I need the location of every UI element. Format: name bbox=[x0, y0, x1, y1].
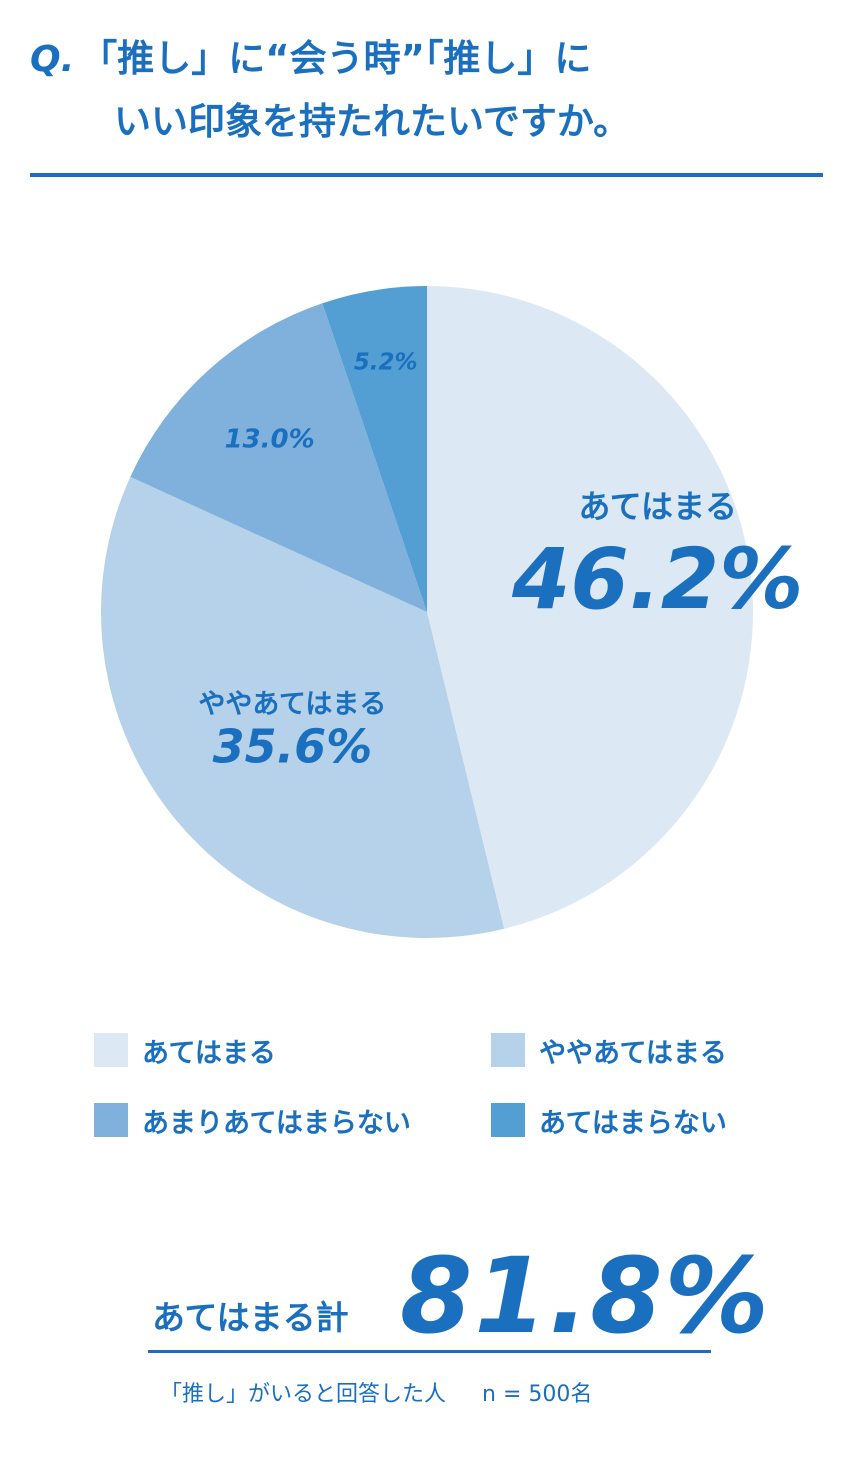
legend-swatch-2 bbox=[491, 1033, 525, 1067]
total-value: 81.8% bbox=[400, 1235, 771, 1357]
slice-value-label-3: 13.0% bbox=[224, 424, 314, 454]
slice-value-label-1: 46.2% bbox=[511, 530, 803, 628]
title-line-1: Q. 「推し」に“会う時”「推し」に bbox=[30, 32, 830, 87]
title-line-2: いい印象を持たれたいですか。 bbox=[114, 100, 631, 143]
legend-swatch-3 bbox=[94, 1103, 128, 1137]
respondents-note: 「推し」がいると回答した人 bbox=[160, 1382, 447, 1407]
legend-label-3: あまりあてはまらない bbox=[142, 1107, 411, 1139]
legend-label-1: あてはまる bbox=[142, 1037, 276, 1069]
legend-item-4: あてはまらない bbox=[491, 1100, 727, 1140]
legend-swatch-4 bbox=[491, 1103, 525, 1137]
legend-item-2: ややあてはまる bbox=[491, 1030, 727, 1070]
slice-name-label-1: あてはまる bbox=[578, 487, 737, 525]
title-underline bbox=[30, 173, 823, 177]
total-summary: あてはまる計 81.8% bbox=[152, 1235, 769, 1357]
legend-item-3: あまりあてはまらない bbox=[94, 1100, 411, 1140]
pie-slice-3 bbox=[130, 303, 427, 612]
sample-size: n = 500名 bbox=[482, 1382, 593, 1407]
chart-title: Q. 「推し」に“会う時”「推し」に いい印象を持たれたいですか。 bbox=[30, 32, 830, 149]
pie-slice-1 bbox=[427, 286, 753, 929]
total-label: あてはまる計 bbox=[152, 1298, 349, 1337]
slice-value-label-4: 5.2% bbox=[354, 349, 418, 375]
slice-name-label-2: ややあてはまる bbox=[198, 689, 386, 720]
legend-label-2: ややあてはまる bbox=[539, 1037, 727, 1069]
title-text-1: 「推し」に“会う時”「推し」に bbox=[80, 37, 592, 80]
total-underline bbox=[148, 1350, 711, 1353]
legend-label-4: あてはまらない bbox=[539, 1107, 727, 1139]
legend-item-1: あてはまる bbox=[94, 1030, 276, 1070]
question-mark: Q. bbox=[30, 39, 75, 80]
pie-slice-2 bbox=[101, 476, 505, 938]
slice-value-label-2: 35.6% bbox=[213, 720, 373, 774]
legend-swatch-1 bbox=[94, 1033, 128, 1067]
pie-slice-4 bbox=[322, 286, 427, 612]
footnote: 「推し」がいると回答した人 n = 500名 bbox=[160, 1376, 592, 1408]
